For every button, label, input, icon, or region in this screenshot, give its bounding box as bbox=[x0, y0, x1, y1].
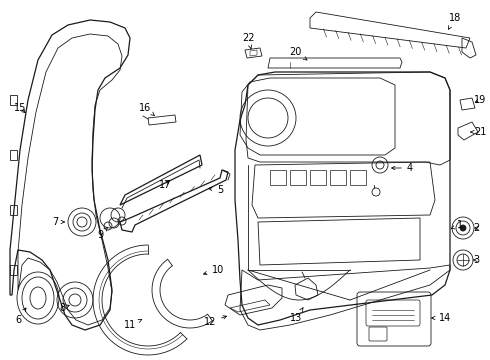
Text: 17: 17 bbox=[159, 180, 171, 190]
Text: 9: 9 bbox=[97, 227, 108, 240]
Text: 16: 16 bbox=[139, 103, 154, 116]
Text: 4: 4 bbox=[392, 163, 413, 173]
Text: 1: 1 bbox=[451, 220, 463, 230]
Text: 7: 7 bbox=[52, 217, 64, 227]
Text: 12: 12 bbox=[204, 316, 226, 327]
Text: 14: 14 bbox=[432, 313, 451, 323]
Text: 15: 15 bbox=[14, 103, 26, 113]
Text: 11: 11 bbox=[124, 319, 142, 330]
Text: 2: 2 bbox=[473, 223, 479, 233]
Text: 21: 21 bbox=[471, 127, 486, 137]
Text: 5: 5 bbox=[209, 185, 223, 195]
Text: 19: 19 bbox=[474, 95, 486, 105]
Text: 18: 18 bbox=[448, 13, 461, 29]
Text: 20: 20 bbox=[289, 47, 307, 60]
Text: 13: 13 bbox=[290, 308, 303, 323]
Text: 6: 6 bbox=[15, 308, 26, 325]
Text: 3: 3 bbox=[473, 255, 479, 265]
Text: 10: 10 bbox=[203, 265, 224, 275]
Circle shape bbox=[460, 225, 466, 231]
Text: 8: 8 bbox=[59, 303, 69, 313]
Text: 22: 22 bbox=[242, 33, 254, 49]
